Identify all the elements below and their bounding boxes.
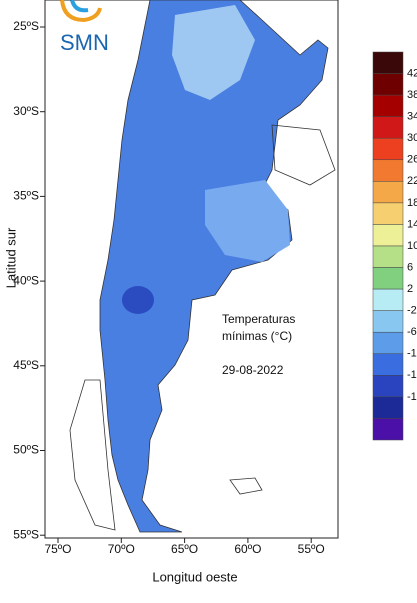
annotation-line: Temperaturas bbox=[222, 312, 295, 326]
chile-coast bbox=[69, 379, 116, 531]
argentina-temperature-field bbox=[99, 0, 329, 533]
lat-tick-label: 55ºS bbox=[13, 527, 39, 541]
lon-tick-label: 55ºO bbox=[298, 542, 325, 556]
colorbar-label: 34 bbox=[407, 111, 417, 123]
colorbar-label: 6 bbox=[407, 261, 413, 273]
colorbar-label: 2 bbox=[407, 283, 413, 295]
colorbar-label: 18 bbox=[407, 197, 417, 209]
logo-arc bbox=[60, 0, 102, 23]
colorbar-band bbox=[372, 245, 404, 268]
warm-zone bbox=[172, 5, 255, 100]
lat-tick-label: 45ºS bbox=[13, 358, 39, 372]
colorbar-band bbox=[372, 418, 404, 441]
colorbar-band bbox=[372, 202, 404, 225]
colorbar-band bbox=[372, 94, 404, 117]
mild-zone bbox=[205, 180, 290, 262]
map bbox=[44, 0, 339, 539]
colorbar-band bbox=[372, 375, 404, 398]
logo-wave bbox=[70, 0, 89, 13]
ticks: 25ºS 30ºS 35ºS 40ºS 45ºS 50ºS 55ºS 75ºO 70ºO 65ºO… bbox=[13, 19, 324, 556]
colorbar-label: 38 bbox=[407, 89, 417, 101]
colorbar-label: -10 bbox=[407, 348, 417, 360]
uruguay-border bbox=[271, 124, 336, 186]
annotation-date: 29-08-2022 bbox=[222, 363, 284, 377]
colorbar-band bbox=[372, 331, 404, 355]
colorbar-band bbox=[372, 116, 404, 139]
lat-tick-label: 25ºS bbox=[13, 19, 39, 33]
lon-tick-label: 65ºO bbox=[171, 542, 198, 556]
colorbar-band bbox=[372, 353, 404, 376]
colorbar-label: -2 bbox=[407, 305, 417, 317]
colorbar-label: 30 bbox=[407, 132, 417, 144]
logo: SMN bbox=[60, 0, 109, 55]
logo-text: SMN bbox=[60, 30, 109, 55]
cold-zone bbox=[122, 286, 154, 314]
colorbar-band bbox=[372, 51, 404, 74]
colorbar-label: -6 bbox=[407, 326, 417, 338]
colorbar-band bbox=[372, 159, 404, 182]
colorbar-band bbox=[372, 73, 404, 96]
annotation-line: mínimas (°C) bbox=[222, 329, 292, 343]
lat-tick-label: 40ºS bbox=[13, 273, 39, 287]
colorbar: 42 38 34 30 26 22 18 14 10 6 2 -2 -6 -10 -14 -18 bbox=[372, 51, 417, 441]
colorbar-band bbox=[372, 288, 404, 311]
colorbar-label: 14 bbox=[407, 218, 417, 230]
x-axis-title: Longitud oeste bbox=[152, 569, 237, 584]
colorbar-band bbox=[372, 396, 404, 419]
lat-tick-label: 35ºS bbox=[13, 189, 39, 203]
colorbar-label: 10 bbox=[407, 240, 417, 252]
colorbar-label: 22 bbox=[407, 175, 417, 187]
malvinas bbox=[229, 477, 263, 495]
colorbar-label: -14 bbox=[407, 369, 417, 381]
colorbar-band bbox=[372, 310, 404, 333]
lon-tick-label: 75ºO bbox=[44, 542, 71, 556]
y-axis-title: Latitud sur bbox=[3, 227, 18, 288]
colorbar-label: 42 bbox=[407, 67, 417, 79]
lat-tick-label: 30ºS bbox=[13, 104, 39, 118]
lon-tick-label: 60ºO bbox=[234, 542, 261, 556]
colorbar-band bbox=[372, 137, 404, 161]
lat-tick-label: 50ºS bbox=[13, 443, 39, 457]
lon-tick-label: 70ºO bbox=[108, 542, 135, 556]
colorbar-band bbox=[372, 181, 404, 204]
colorbar-band bbox=[372, 267, 404, 290]
colorbar-band bbox=[372, 224, 404, 247]
colorbar-label: -18 bbox=[407, 391, 417, 403]
colorbar-label: 26 bbox=[407, 154, 417, 166]
